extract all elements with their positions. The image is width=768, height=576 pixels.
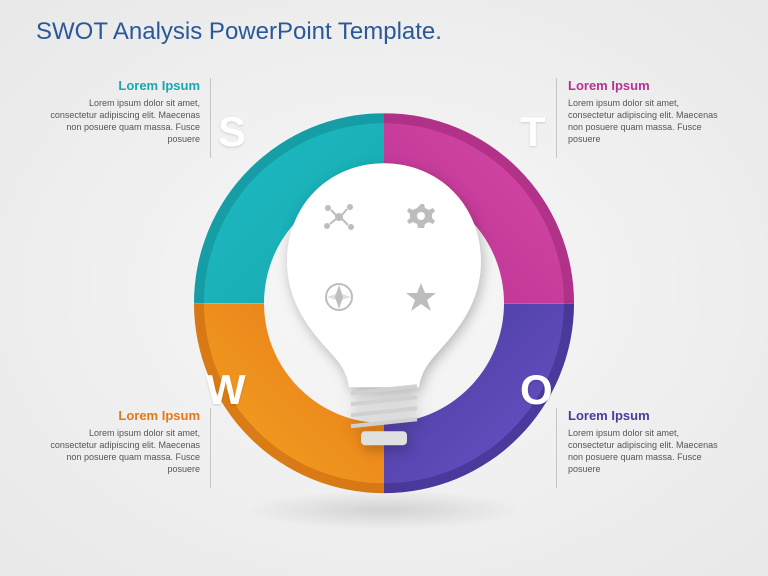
- page-title: SWOT Analysis PowerPoint Template.: [36, 18, 442, 46]
- swot-donut: [194, 113, 574, 493]
- callout-w-body: Lorem ipsum dolor sit amet, consectetur …: [40, 427, 200, 476]
- callout-s-body: Lorem ipsum dolor sit amet, consectetur …: [40, 97, 200, 146]
- callout-o-body: Lorem ipsum dolor sit amet, consectetur …: [568, 427, 728, 476]
- callout-s-heading: Lorem Ipsum: [40, 78, 200, 93]
- segment-letter-s: S: [218, 108, 246, 156]
- callout-w: Lorem Ipsum Lorem ipsum dolor sit amet, …: [40, 408, 200, 476]
- segment-letter-t: T: [520, 108, 546, 156]
- network-icon: [322, 200, 356, 234]
- callout-s: Lorem Ipsum Lorem ipsum dolor sit amet, …: [40, 78, 200, 146]
- divider-s: [210, 78, 211, 158]
- compass-icon: [322, 280, 356, 314]
- callout-o-heading: Lorem Ipsum: [568, 408, 728, 423]
- floor-reflection: [244, 490, 524, 530]
- callout-o: Lorem Ipsum Lorem ipsum dolor sit amet, …: [568, 408, 728, 476]
- gear-icon: [404, 200, 438, 234]
- segment-letter-w: W: [206, 366, 246, 414]
- lightbulb-icon: [269, 153, 499, 453]
- callout-t-heading: Lorem Ipsum: [568, 78, 728, 93]
- divider-t: [556, 78, 557, 158]
- callout-t-body: Lorem ipsum dolor sit amet, consectetur …: [568, 97, 728, 146]
- divider-o: [556, 408, 557, 488]
- callout-t: Lorem Ipsum Lorem ipsum dolor sit amet, …: [568, 78, 728, 146]
- segment-letter-o: O: [520, 366, 553, 414]
- star-icon: [404, 280, 438, 314]
- divider-w: [210, 408, 211, 488]
- callout-w-heading: Lorem Ipsum: [40, 408, 200, 423]
